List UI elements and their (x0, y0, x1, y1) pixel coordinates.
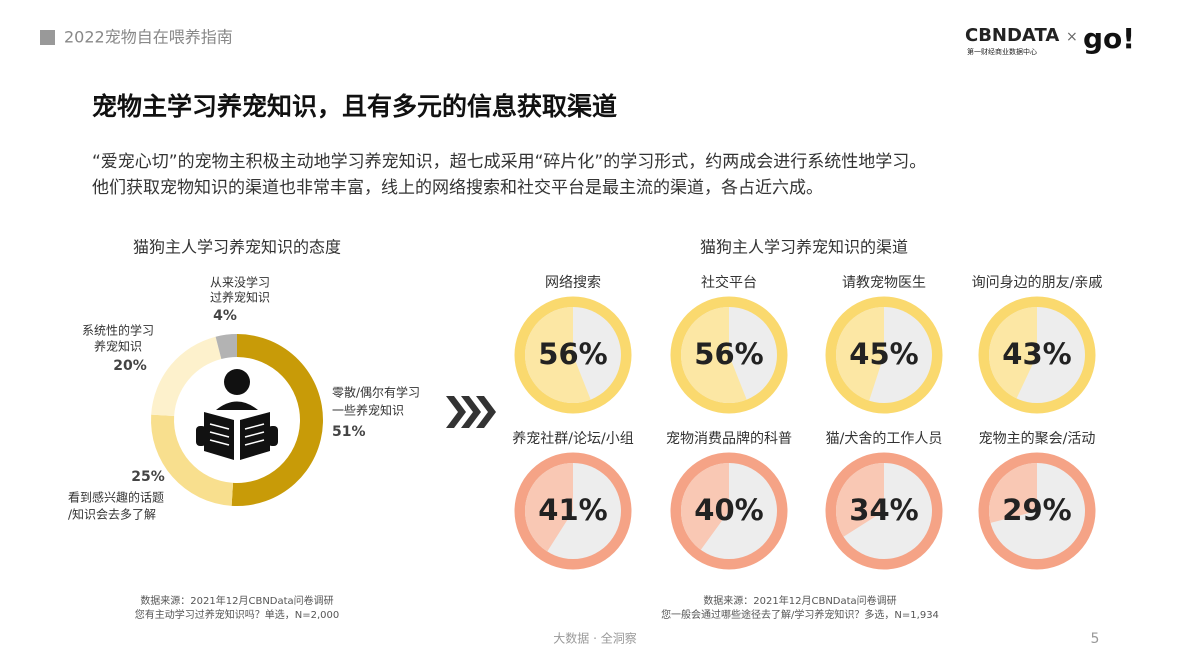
source: 您有主动学习过养宠知识吗？单选，N=2,000 (135, 608, 340, 621)
pie-wedge (525, 463, 573, 552)
source: 数据来源：2021年12月CBNData问卷调研 (703, 594, 896, 607)
value-label: 20% (113, 358, 147, 374)
pie-ring (978, 452, 1096, 570)
pie-wedge (836, 307, 884, 401)
paragraph: 他们获取宠物知识的渠道也非常丰富，线上的网络搜索和社交平台是最主流的渠道，各占近… (92, 178, 823, 198)
segment-label: 看到感兴趣的话题 (68, 490, 164, 505)
donut-segment (215, 334, 237, 359)
go-logo: go! (1083, 22, 1135, 55)
value-label: 25% (131, 469, 165, 485)
footer: 大数据 · 全洞察 (553, 631, 636, 646)
category-label: 请教宠物医生 (842, 275, 926, 291)
reading-icon (196, 369, 278, 460)
source: 数据来源：2021年12月CBNData问卷调研 (140, 594, 333, 607)
value-label: 40% (694, 493, 763, 527)
segment-label: 从来没学习 (210, 275, 270, 290)
pie-ring (514, 296, 632, 414)
value-label: 56% (538, 337, 607, 371)
value-label: 43% (1002, 337, 1071, 371)
segment-label: 零散/偶尔有学习 (332, 385, 420, 400)
segment-label: 系统性的学习 (82, 323, 154, 338)
donut-segment (151, 414, 234, 506)
category-label: 宠物主的聚会/活动 (979, 431, 1096, 447)
pie-wedge (836, 463, 884, 537)
value-label: 4% (213, 308, 237, 324)
value-label: 56% (694, 337, 763, 371)
value-label: 34% (849, 493, 918, 527)
pie-ring (825, 296, 943, 414)
segment-label: 一些养宠知识 (332, 403, 404, 418)
category-label: 宠物消费品牌的科普 (666, 430, 792, 447)
brand-sub: 第一财经商业数据中心 (967, 47, 1037, 56)
title: 宠物主学习养宠知识，且有多元的信息获取渠道 (92, 92, 617, 121)
paragraph: “爱宠心切”的宠物主积极主动地学习养宠知识，超七成采用“碎片化”的学习形式，约两… (92, 152, 926, 172)
pie-wedge (989, 306, 1037, 399)
segment-label: 过养宠知识 (210, 290, 270, 305)
pie-ring (514, 452, 632, 570)
pie-ring (670, 452, 788, 570)
pie-ring (825, 452, 943, 570)
category-label: 询问身边的朋友/亲戚 (972, 275, 1103, 291)
category-label: 猫/犬舍的工作人员 (826, 431, 943, 447)
section-marker (40, 30, 55, 45)
value-label: 45% (849, 337, 918, 371)
category-label: 养宠社群/论坛/小组 (512, 431, 633, 447)
section-title: 2022宠物自在喂养指南 (64, 28, 233, 47)
value-label: 29% (1002, 493, 1071, 527)
category-label: 网络搜索 (545, 274, 601, 291)
pie-wedge (988, 463, 1037, 523)
arrows (446, 396, 496, 428)
donut-segment (151, 336, 222, 417)
value-label: 41% (538, 493, 607, 527)
pie-wedge (681, 463, 729, 550)
page-number: 5 (1091, 631, 1100, 647)
pie-wedge (525, 307, 591, 404)
chart-title: 猫狗主人学习养宠知识的渠道 (700, 238, 908, 257)
category-label: 社交平台 (701, 274, 757, 291)
brand: CBNDATA (965, 25, 1059, 46)
segment-label: /知识会去多了解 (68, 508, 156, 522)
pie-ring (670, 296, 788, 414)
donut-segment (231, 334, 323, 506)
source: 您一般会通过哪些途径去了解/学习养宠知识？多选，N=1,934 (661, 608, 939, 621)
pie-wedge (681, 307, 747, 404)
segment-label: 养宠知识 (94, 339, 142, 354)
pie-ring (978, 296, 1096, 414)
chart-title: 猫狗主人学习养宠知识的态度 (133, 238, 341, 257)
value-label: 51% (332, 424, 366, 440)
times: × (1066, 29, 1078, 45)
